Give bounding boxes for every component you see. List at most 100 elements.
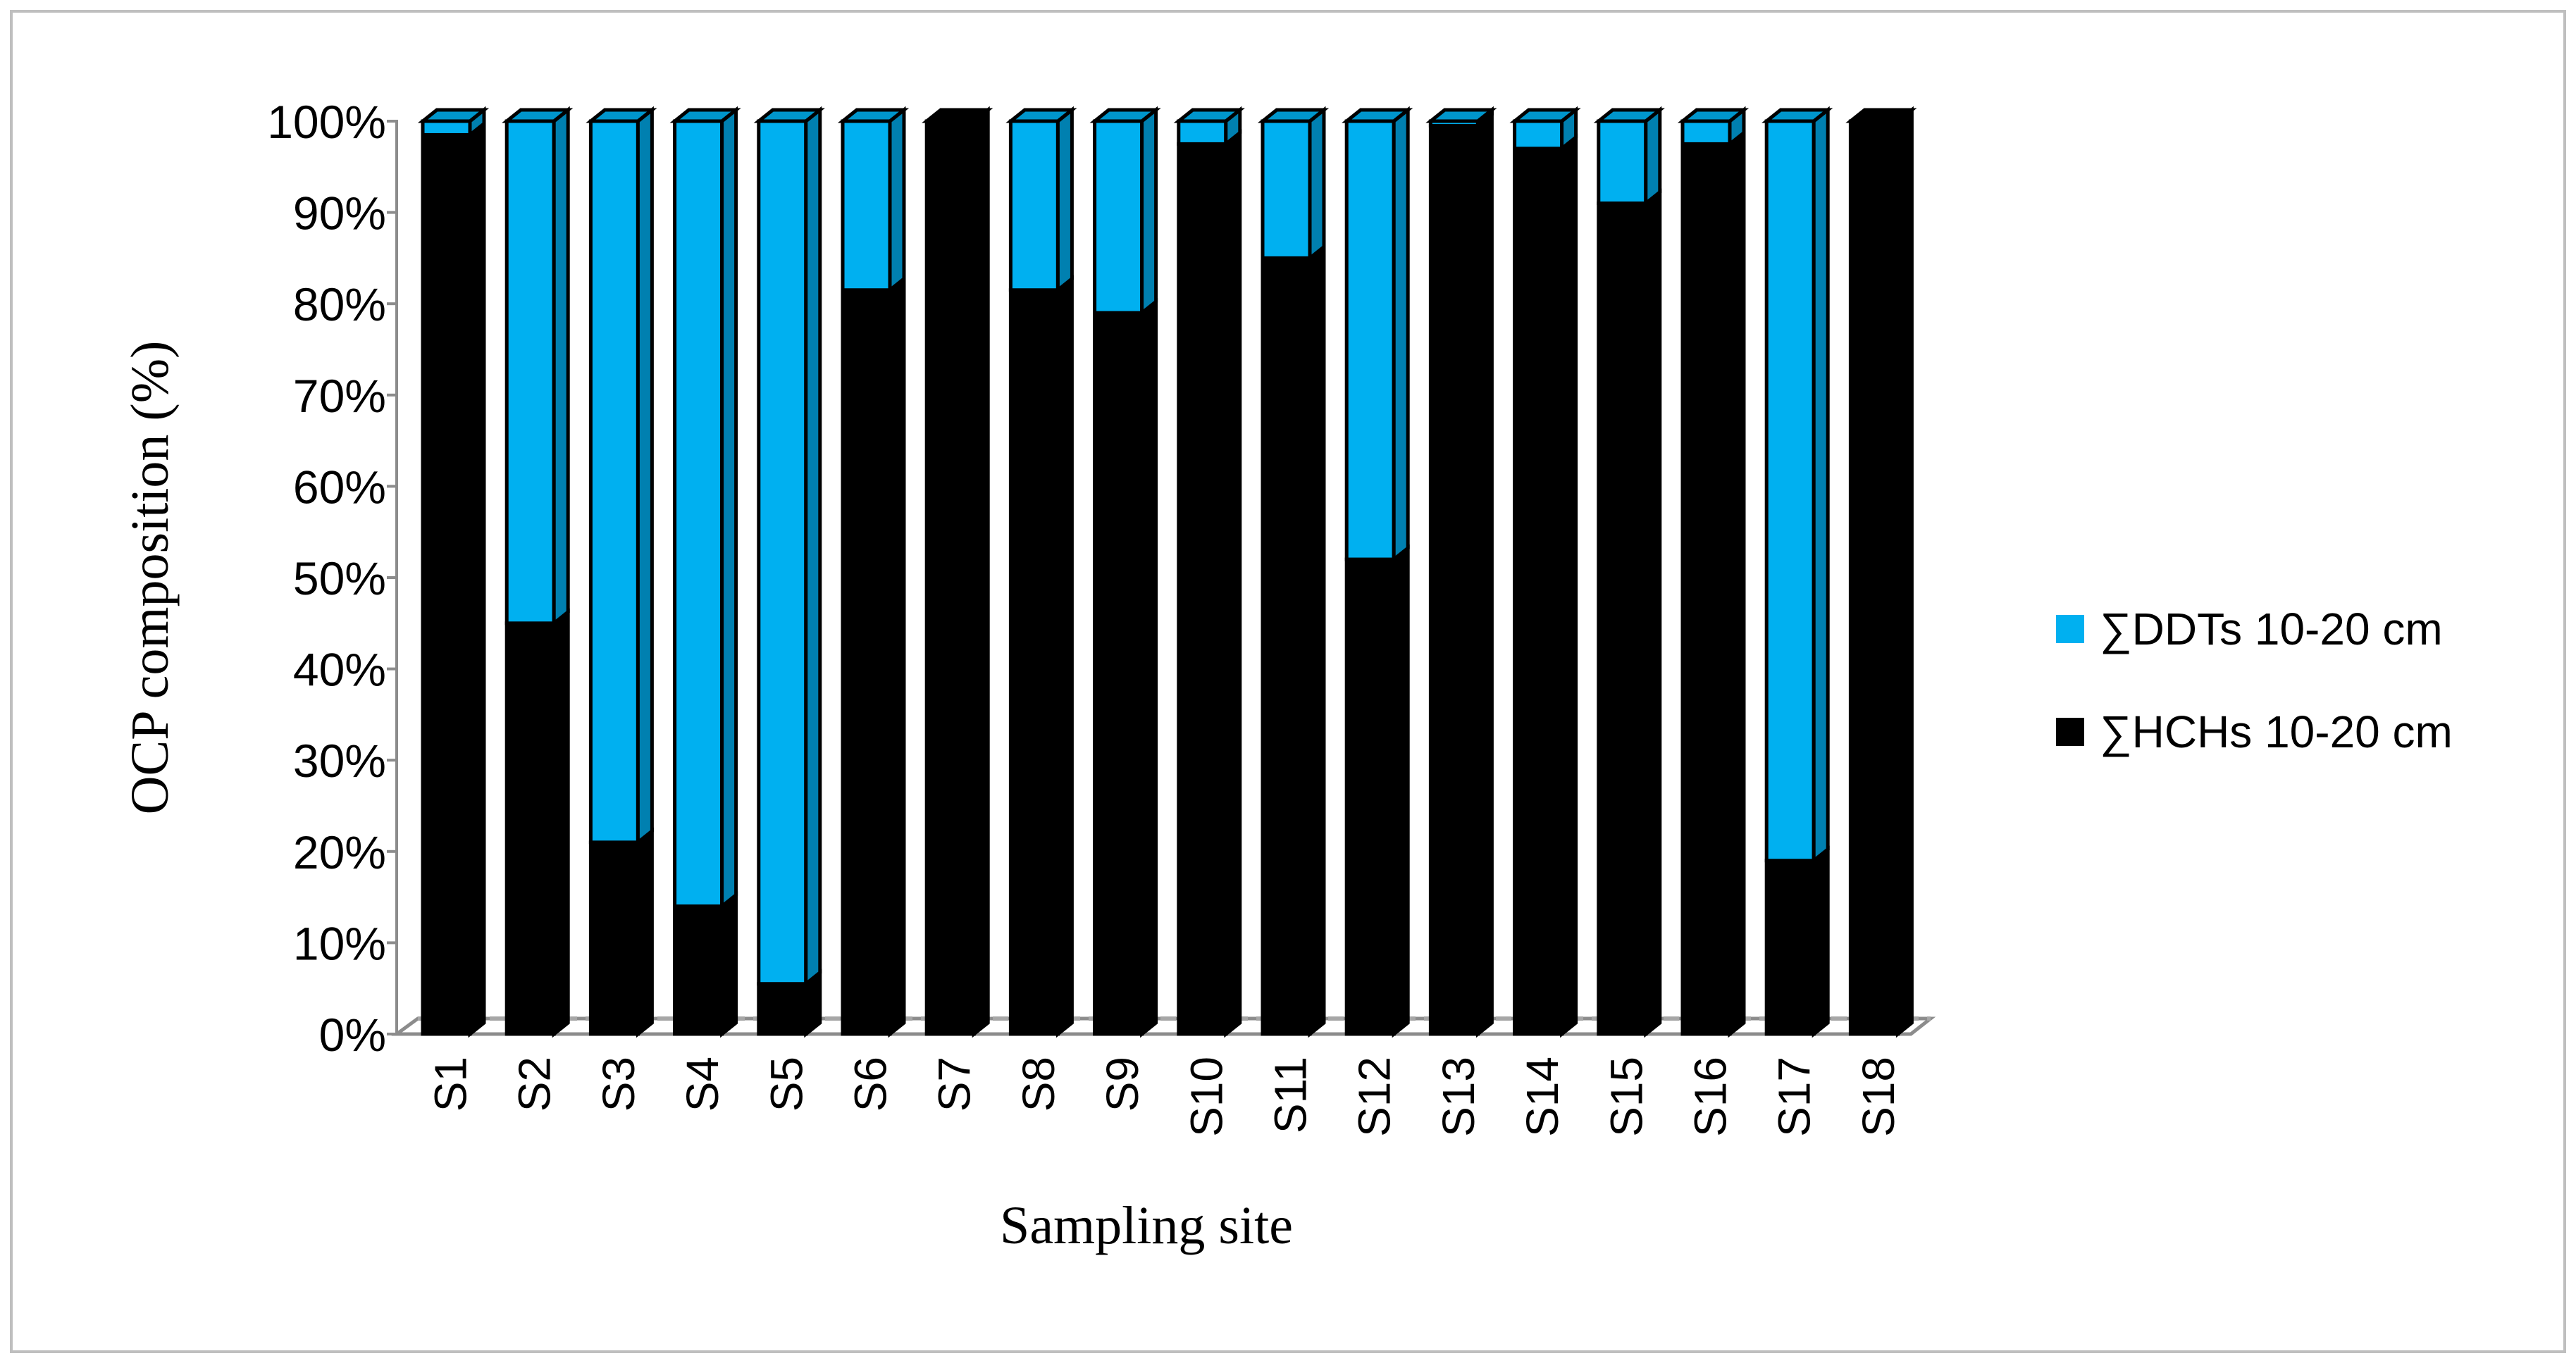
bar-segment — [1261, 256, 1312, 1036]
y-tick-label: 60% — [293, 461, 386, 513]
bar-segment — [421, 119, 472, 137]
bar-segment — [757, 119, 808, 986]
bar-segment-side — [552, 608, 570, 1038]
bar-top-face — [502, 108, 574, 123]
x-tick-label: S8 — [1013, 1057, 1064, 1112]
x-tick-label: S5 — [761, 1057, 812, 1112]
legend-label: ∑HCHs 10-20 cm — [2100, 707, 2453, 757]
bar-segment-side — [1812, 845, 1830, 1038]
legend-swatch — [2056, 615, 2084, 643]
bar-segment — [1344, 557, 1396, 1036]
bar-segment-side — [1560, 133, 1578, 1038]
bar-segment-side — [1644, 188, 1662, 1038]
x-tick-label: S6 — [846, 1057, 896, 1112]
bar-segment-side — [888, 275, 906, 1038]
bar-segment — [1848, 119, 1900, 1036]
bar-segment-side — [1895, 106, 1914, 1038]
y-tick-label: 80% — [293, 278, 386, 330]
y-tick-label: 20% — [293, 826, 386, 878]
x-tick-label: S2 — [509, 1057, 560, 1112]
legend: ∑DDTs 10-20 cm ∑HCHs 10-20 cm — [2056, 604, 2453, 757]
y-tick-label: 90% — [293, 187, 386, 239]
bar-top-face — [1425, 108, 1497, 123]
bar-top-face — [417, 108, 490, 123]
bar-top-face — [1761, 108, 1833, 123]
bar-segment-side — [552, 106, 570, 628]
x-tick-label: S11 — [1265, 1057, 1316, 1133]
bar-top-face — [1677, 108, 1750, 123]
y-tick-label: 40% — [293, 644, 386, 696]
bar-top-face — [1342, 108, 1413, 123]
bar-segment-side — [636, 827, 654, 1038]
bar-segment — [1261, 119, 1312, 260]
bar-segment — [1177, 119, 1228, 146]
bar-segment-side — [720, 106, 738, 910]
bar-group — [1257, 106, 1330, 1038]
bar-segment-side — [972, 106, 990, 1038]
x-tick-label: S3 — [593, 1057, 644, 1112]
x-tick-label: S14 — [1517, 1057, 1568, 1137]
bar-group — [1509, 106, 1581, 1038]
bar-segment — [1513, 147, 1564, 1036]
x-tick-label: S9 — [1097, 1057, 1148, 1112]
bar-segment — [1428, 123, 1480, 1036]
bar-segment — [924, 119, 976, 1036]
bar-segment — [504, 119, 556, 626]
bar-top-face — [586, 108, 657, 123]
bar-segment-side — [1392, 106, 1410, 564]
x-axis-title: Sampling site — [1000, 1196, 1293, 1255]
bar-segment-side — [720, 891, 738, 1038]
bar-segment — [1093, 119, 1144, 315]
x-tick-label: S18 — [1853, 1057, 1904, 1137]
x-tick-labels: S1 S2 S3 S4 S5 S6 S7 S8 S9 S10 S11 S12 S13 S14 S15 S16 S… — [426, 1057, 1904, 1137]
bar-top-face — [669, 108, 741, 123]
y-tick-labels: 0% 10% 20% 30% 40% 50% 60% 70% 80% 90% 100% — [267, 96, 397, 1061]
bar-segment — [1597, 201, 1648, 1036]
bars — [417, 106, 1917, 1038]
bar-top-face — [1845, 108, 1917, 123]
y-tick-label: 70% — [293, 370, 386, 422]
bar-segment — [673, 119, 724, 909]
bar-segment — [1680, 142, 1732, 1036]
bar-group — [1089, 106, 1161, 1038]
bar-segment — [673, 904, 724, 1036]
bar-segment — [1680, 119, 1732, 146]
bar-top-face — [1173, 108, 1245, 123]
bar-segment — [1764, 859, 1816, 1036]
bar-group — [417, 106, 490, 1038]
bar-top-face — [1593, 108, 1665, 123]
y-tick-label: 0% — [319, 1009, 386, 1061]
bar-group — [1342, 106, 1413, 1038]
bar-segment-side — [804, 106, 822, 988]
bar-segment — [421, 132, 472, 1036]
bar-segment — [588, 119, 640, 845]
bar-segment-side — [1728, 129, 1746, 1038]
bar-segment-side — [1055, 275, 1074, 1038]
bar-segment-side — [1812, 106, 1830, 864]
bar-segment-side — [1308, 106, 1326, 262]
bar-group — [669, 106, 741, 1038]
bar-segment-side — [1140, 106, 1158, 317]
bar-segment-side — [1308, 243, 1326, 1038]
y-axis: 0% 10% 20% 30% 40% 50% 60% 70% 80% 90% 100% — [267, 96, 398, 1061]
bar-top-face — [1509, 108, 1581, 123]
bar-group — [753, 106, 825, 1038]
bar-segment — [1597, 119, 1648, 206]
y-tick-label: 30% — [293, 735, 386, 787]
x-tick-label: S10 — [1181, 1057, 1232, 1137]
bar-top-face — [1257, 108, 1330, 123]
bar-segment-side — [1475, 111, 1494, 1038]
bar-group — [586, 106, 657, 1038]
bar-top-face — [1005, 108, 1077, 123]
x-tick-label: S7 — [929, 1057, 980, 1112]
y-tick-label: 100% — [267, 96, 386, 148]
bar-segment — [1344, 119, 1396, 561]
bar-segment-side — [468, 120, 486, 1038]
bar-segment-side — [636, 106, 654, 847]
bar-segment-side — [1392, 544, 1410, 1038]
bar-segment — [504, 621, 556, 1036]
bar-group — [1761, 106, 1833, 1038]
bar-group — [1593, 106, 1665, 1038]
y-tick-label: 10% — [293, 917, 386, 969]
x-tick-label: S13 — [1433, 1057, 1484, 1137]
